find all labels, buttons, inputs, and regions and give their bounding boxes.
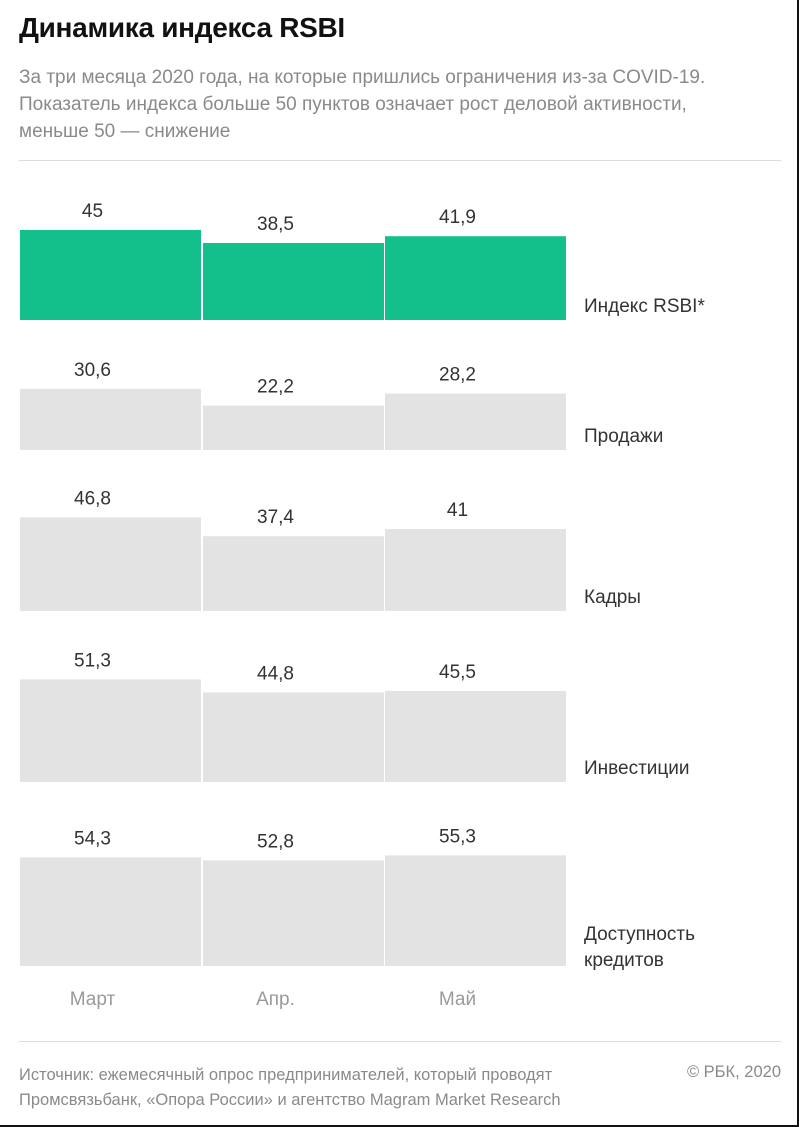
bar-2-3 (385, 393, 566, 450)
source-note: Источник: ежемесячный опрос предпринимат… (19, 1066, 561, 1109)
value-label-1-3: 41,9 (439, 207, 476, 228)
value-label-2-1: 30,6 (74, 360, 111, 381)
series-label-1: Индекс RSBI* (584, 296, 705, 317)
value-label-5-3: 55,3 (439, 826, 476, 847)
bar-5-1 (20, 857, 201, 966)
top-divider (19, 160, 781, 161)
value-label-3-1: 46,8 (74, 488, 111, 509)
chart-subtitle: За три месяца 2020 года, на которые приш… (19, 67, 706, 142)
bar-1-3 (385, 236, 566, 320)
category-label-1: Март (70, 989, 116, 1010)
bar-4-1 (20, 679, 201, 782)
value-label-3-2: 37,4 (257, 507, 294, 528)
bar-3-3 (385, 529, 566, 611)
bar-3-2 (203, 536, 384, 611)
bar-5-3 (385, 855, 566, 966)
chart-title: Динамика индекса RSBI (19, 12, 345, 43)
bar-1-2 (203, 243, 384, 320)
bar-chart: 45 38,5 41,9 Индекс RSBI* 30,6 22,2 28,2 Продаж… (20, 201, 705, 1010)
value-label-4-1: 51,3 (74, 650, 111, 671)
bar-2-2 (203, 405, 384, 450)
value-label-1-2: 38,5 (257, 214, 294, 235)
value-label-2-2: 22,2 (257, 377, 294, 398)
series-label-3: Кадры (584, 587, 641, 608)
series-label-5: Доступность кредитов (584, 924, 695, 971)
bar-5-2 (203, 860, 384, 966)
bar-3-1 (20, 517, 201, 611)
bar-2-1 (20, 388, 201, 450)
series-label-2: Продажи (584, 426, 663, 447)
value-label-2-3: 28,2 (439, 365, 476, 386)
bar-4-2 (203, 692, 384, 782)
value-label-5-2: 52,8 (257, 831, 294, 852)
category-label-2: Апр. (256, 989, 295, 1010)
bar-4-3 (385, 691, 566, 782)
value-label-1-1: 45 (82, 201, 103, 222)
value-label-4-3: 45,5 (439, 662, 476, 683)
value-label-4-2: 44,8 (257, 663, 294, 684)
bar-1-1 (20, 230, 201, 320)
value-label-5-1: 54,3 (74, 828, 111, 849)
bottom-divider (19, 1041, 781, 1042)
copyright: © РБК, 2020 (686, 1063, 781, 1081)
value-label-3-3: 41 (447, 500, 468, 521)
category-label-3: Май (439, 989, 476, 1010)
series-label-4: Инвестиции (584, 758, 690, 779)
